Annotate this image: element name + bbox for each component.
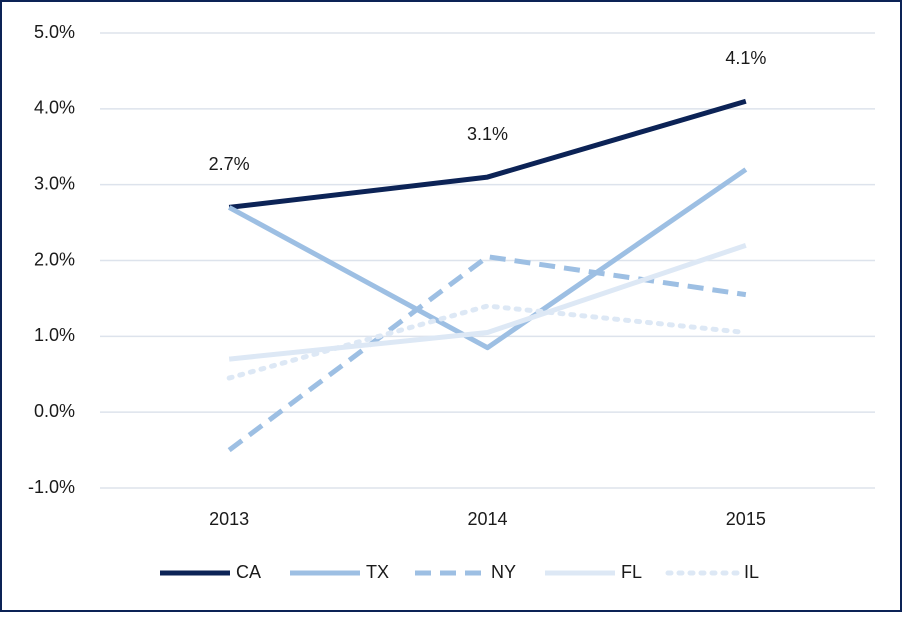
y-tick-label: -1.0%	[28, 477, 75, 497]
y-tick-label: 3.0%	[34, 173, 75, 193]
y-tick-label: 2.0%	[34, 249, 75, 269]
legend-label: FL	[621, 562, 642, 582]
y-tick-label: 1.0%	[34, 325, 75, 345]
series-line	[227, 167, 748, 351]
legend-label: IL	[744, 562, 759, 582]
series-line	[228, 98, 747, 210]
legend-label: TX	[366, 562, 389, 582]
legend-label: CA	[236, 562, 261, 582]
x-tick-label: 2015	[726, 509, 766, 529]
legend-label: NY	[491, 562, 516, 582]
y-tick-label: 0.0%	[34, 401, 75, 421]
series-line	[228, 242, 747, 362]
data-label: 3.1%	[467, 124, 508, 144]
y-tick-label: 5.0%	[34, 22, 75, 42]
data-label: 4.1%	[725, 48, 766, 68]
y-tick-label: 4.0%	[34, 98, 75, 118]
data-label: 2.7%	[209, 154, 250, 174]
x-tick-label: 2014	[467, 509, 507, 529]
x-tick-label: 2013	[209, 509, 249, 529]
series-line	[227, 254, 747, 453]
series-line	[226, 303, 749, 381]
